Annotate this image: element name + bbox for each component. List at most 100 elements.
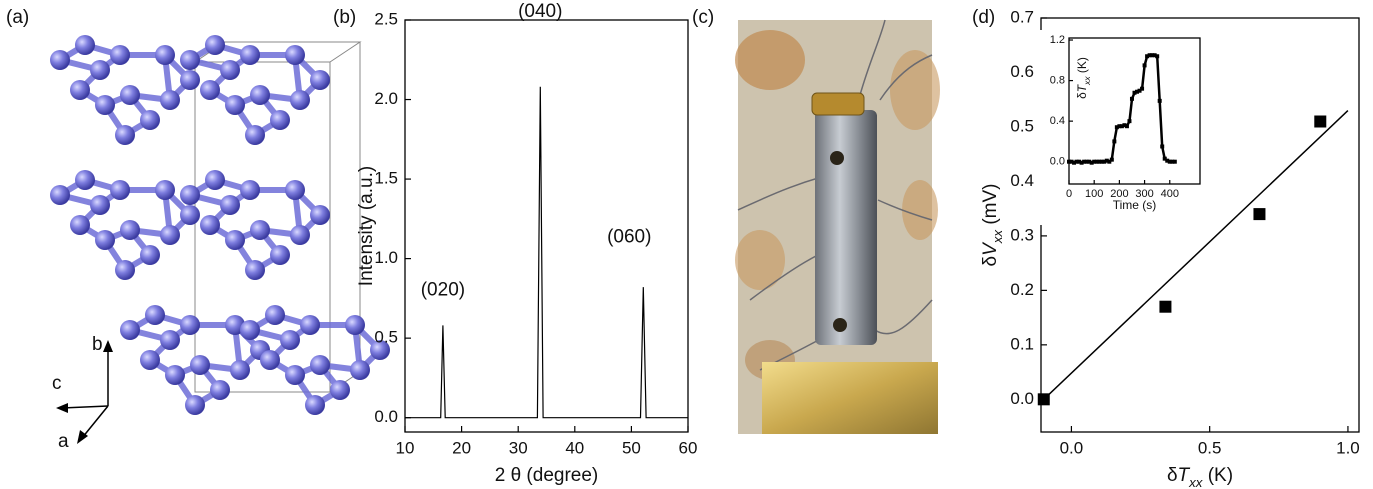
atom bbox=[110, 180, 130, 200]
y-tick-label: 2.0 bbox=[374, 89, 398, 108]
y-tick-label: 0.3 bbox=[1010, 225, 1034, 244]
axis-label: δVxx (mV) bbox=[980, 184, 1005, 267]
atom bbox=[180, 70, 200, 90]
atom bbox=[115, 260, 135, 280]
data-point bbox=[1173, 160, 1177, 164]
atom bbox=[285, 180, 305, 200]
x-tick-label: 1.0 bbox=[1336, 438, 1360, 457]
y-tick-label: 0.4 bbox=[1050, 115, 1065, 127]
atom bbox=[205, 170, 225, 190]
y-tick-label: 0.0 bbox=[374, 407, 398, 426]
sample-strip bbox=[815, 110, 877, 345]
y-tick-label: 1.0 bbox=[374, 248, 398, 267]
atom bbox=[190, 355, 210, 375]
data-point bbox=[1159, 301, 1171, 313]
data-point bbox=[1253, 208, 1265, 220]
sample-photo bbox=[735, 20, 940, 434]
atom bbox=[75, 35, 95, 55]
atom bbox=[140, 245, 160, 265]
atom bbox=[70, 215, 90, 235]
axis-label: 2 θ (degree) bbox=[495, 465, 599, 486]
data-point bbox=[1155, 54, 1159, 58]
atom bbox=[95, 95, 115, 115]
heater-block bbox=[762, 362, 938, 434]
atom bbox=[310, 205, 330, 225]
atom bbox=[240, 180, 260, 200]
y-tick-label: 0.5 bbox=[1010, 116, 1034, 135]
y-tick-label: 1.2 bbox=[1050, 34, 1065, 46]
axis-label: Time (s) bbox=[1113, 198, 1157, 212]
atom bbox=[245, 260, 265, 280]
y-tick-label: 0.7 bbox=[1010, 7, 1034, 26]
label-part: δ bbox=[980, 256, 1001, 267]
y-tick-label: 0.5 bbox=[374, 328, 398, 347]
atom bbox=[120, 320, 140, 340]
atom bbox=[205, 35, 225, 55]
atom bbox=[95, 230, 115, 250]
axis-label: Intensity (a.u.) bbox=[356, 166, 377, 286]
atom bbox=[330, 380, 350, 400]
data-point bbox=[1140, 87, 1144, 91]
axis-letter: a bbox=[58, 431, 69, 452]
atom bbox=[250, 85, 270, 105]
atom bbox=[250, 220, 270, 240]
atom bbox=[270, 245, 290, 265]
data-point bbox=[1130, 97, 1134, 101]
atom bbox=[305, 395, 325, 415]
atom bbox=[270, 110, 290, 130]
atom bbox=[140, 350, 160, 370]
data-point bbox=[1127, 119, 1131, 123]
data-point bbox=[1112, 139, 1116, 143]
panel-label: (c) bbox=[692, 7, 714, 28]
y-tick-label: 1.5 bbox=[374, 169, 398, 188]
annotation: (040) bbox=[518, 1, 562, 22]
arrow-head bbox=[103, 340, 113, 352]
label-part: xx bbox=[1188, 475, 1204, 489]
annotation: (020) bbox=[421, 279, 465, 300]
atom bbox=[285, 365, 305, 385]
atom bbox=[140, 110, 160, 130]
x-tick-label: 400 bbox=[1161, 188, 1179, 200]
atom bbox=[180, 315, 200, 335]
x-tick-label: 10 bbox=[396, 438, 415, 457]
atom bbox=[120, 85, 140, 105]
x-tick-label: 100 bbox=[1085, 188, 1103, 200]
atom bbox=[70, 80, 90, 100]
atom bbox=[200, 80, 220, 100]
atom bbox=[230, 360, 250, 380]
atom bbox=[310, 355, 330, 375]
panel-label: (a) bbox=[6, 7, 29, 28]
axis-arrow bbox=[62, 406, 108, 408]
atom bbox=[285, 45, 305, 65]
panel-label: (b) bbox=[333, 7, 356, 28]
atom bbox=[240, 320, 260, 340]
atom bbox=[200, 215, 220, 235]
atom bbox=[240, 45, 260, 65]
atom bbox=[160, 225, 180, 245]
atom bbox=[260, 350, 280, 370]
atom bbox=[225, 95, 245, 115]
label-part: δ bbox=[1167, 465, 1178, 486]
y-tick-label: 0.4 bbox=[1010, 171, 1034, 190]
atom bbox=[75, 170, 95, 190]
x-tick-label: 40 bbox=[565, 438, 584, 457]
atom bbox=[220, 60, 240, 80]
y-tick-label: 0.1 bbox=[1010, 334, 1034, 353]
atom bbox=[280, 330, 300, 350]
y-tick-label: 0.0 bbox=[1010, 389, 1034, 408]
atom bbox=[345, 315, 365, 335]
glue-spot bbox=[890, 50, 940, 130]
atom bbox=[50, 50, 70, 70]
panel-label: (d) bbox=[972, 7, 995, 28]
x-tick-label: 50 bbox=[622, 438, 641, 457]
atom bbox=[115, 125, 135, 145]
atom bbox=[160, 330, 180, 350]
atom bbox=[50, 185, 70, 205]
atom bbox=[145, 305, 165, 325]
atom bbox=[290, 225, 310, 245]
atom bbox=[225, 230, 245, 250]
figure: b c a (a) (b) (c) (d) 1020304050600.00.5… bbox=[0, 0, 1373, 489]
contact bbox=[812, 93, 864, 115]
x-tick-label: 0.5 bbox=[1198, 438, 1222, 457]
axis-arrow bbox=[82, 406, 108, 438]
